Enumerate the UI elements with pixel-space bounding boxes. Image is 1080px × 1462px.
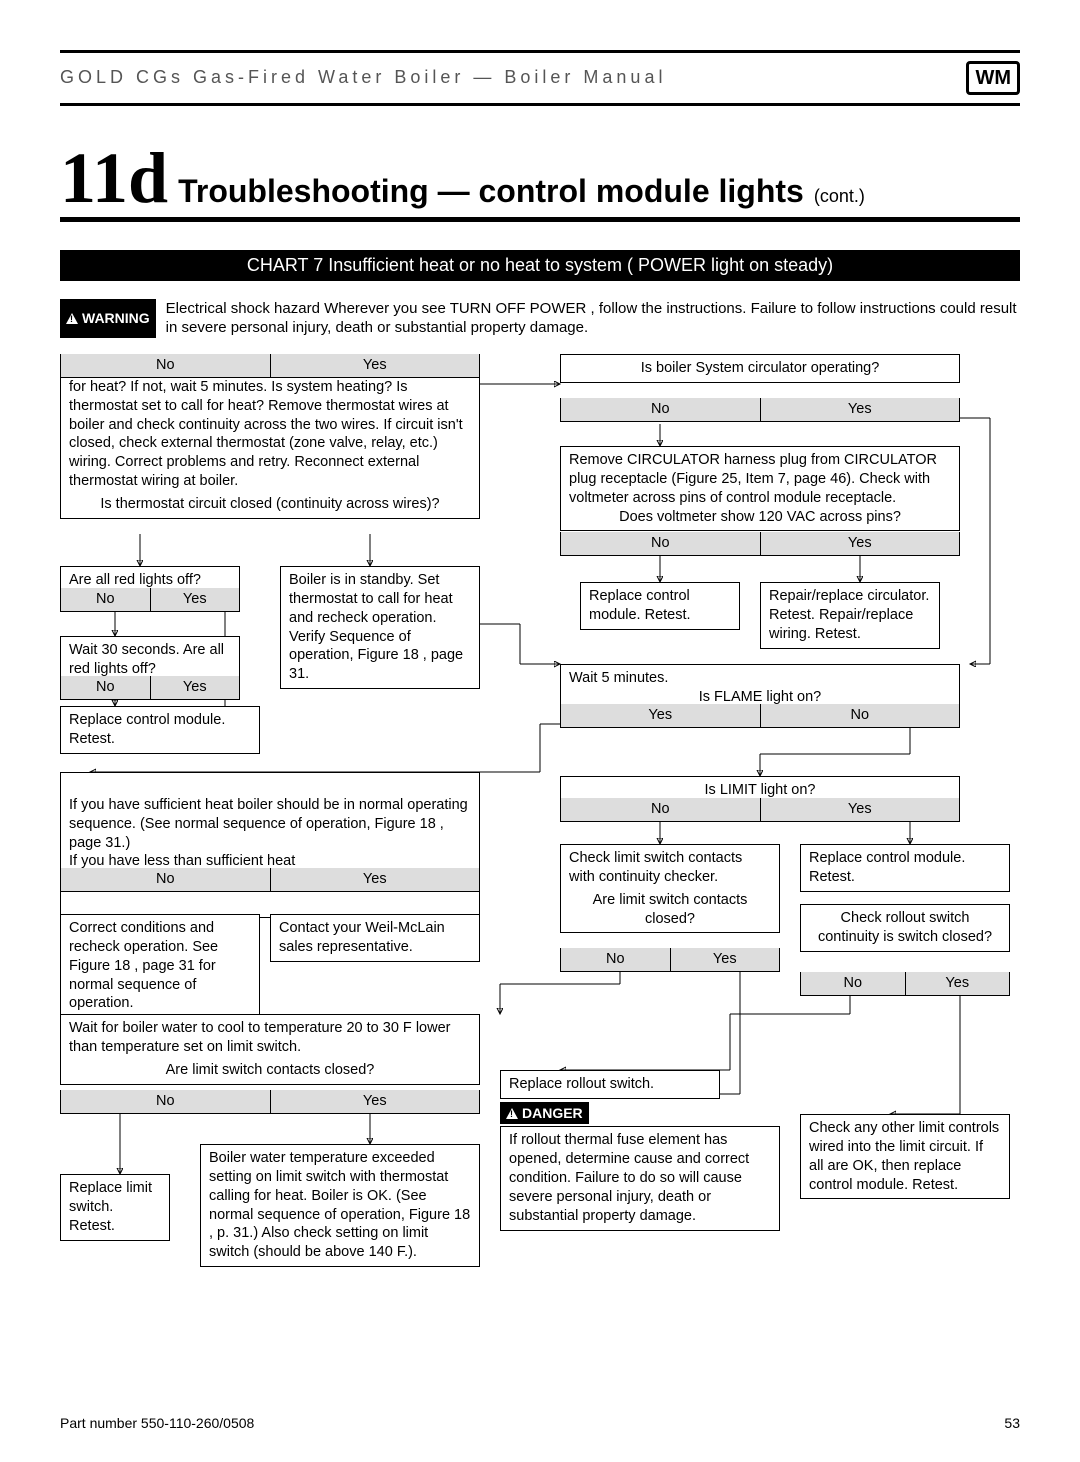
chart-title-bar: CHART 7 Insufficient heat or no heat to … (60, 250, 1020, 281)
node-check-limit: Check limit switch contacts with continu… (560, 844, 780, 933)
ans-thermostat: No Yes (60, 354, 480, 378)
ans-limit-left: NoYes (60, 1090, 480, 1114)
node-remove-circ: Remove CIRCULATOR harness plug from CIRC… (560, 446, 960, 531)
no-label: No (61, 354, 270, 377)
warning-text: Electrical shock hazard Wherever you see… (166, 299, 1020, 338)
danger-badge: DANGER (500, 1102, 589, 1124)
ans-red1: NoYes (60, 588, 240, 612)
flowchart: Has it been at least 5 minutes since set… (60, 354, 1020, 1394)
ans-limit-closed2: NoYes (560, 948, 780, 972)
node-standby: Boiler is in standby. Set thermostat to … (280, 566, 480, 689)
danger-text: If rollout thermal fuse element has open… (500, 1126, 780, 1230)
danger-block: DANGER If rollout thermal fuse element h… (500, 1102, 780, 1231)
ans-limit-on: NoYes (560, 798, 960, 822)
node-circ: Is boiler System circulator operating? (560, 354, 960, 383)
ans-wait30: NoYes (60, 676, 240, 700)
node-exceeded: Boiler water temperature exceeded settin… (200, 1144, 480, 1267)
ans-flame: YesNo (560, 704, 960, 728)
node-cool: Wait for boiler water to cool to tempera… (60, 1014, 480, 1085)
node-replace-cm2: Replace control module. Retest. (580, 582, 740, 630)
node-start-text: Has it been at least 5 minutes since set… (69, 359, 471, 491)
warning-block: WARNING Electrical shock hazard Wherever… (60, 299, 1020, 338)
node-repair-circ: Repair/replace circulator. Retest. Repai… (760, 582, 940, 649)
page-number: 53 (1004, 1414, 1020, 1432)
ans-volt: NoYes (560, 532, 960, 556)
section-heading: 11d Troubleshooting — control module lig… (60, 146, 1020, 222)
node-replace-limit: Replace limit switch. Retest. (60, 1174, 170, 1241)
q-thermostat: Is thermostat circuit closed (continuity… (69, 495, 471, 514)
ans-vent: NoYes (60, 868, 480, 892)
node-check-other: Check any other limit controls wired int… (800, 1114, 1010, 1199)
node-start: Has it been at least 5 minutes since set… (60, 354, 480, 519)
node-replace-cm3: Replace control module. Retest. (800, 844, 1010, 892)
ans-circ: NoYes (560, 398, 960, 422)
node-replace-cm1: Replace control module. Retest. (60, 706, 260, 754)
node-rollout-q: Check rollout switch continuity is switc… (800, 904, 1010, 952)
node-replace-rollout: Replace rollout switch. (500, 1070, 720, 1099)
part-number: Part number 550-110-260/0508 (60, 1414, 254, 1432)
ans-rollout: NoYes (800, 972, 1010, 996)
manual-title: GOLD CGs Gas-Fired Water Boiler — Boiler… (60, 66, 666, 89)
yes-label: Yes (270, 354, 480, 377)
warning-label: WARNING (82, 309, 150, 327)
node-sufficient: If you have sufficient heat boiler shoul… (60, 772, 480, 918)
section-continued: (cont.) (814, 185, 865, 208)
page-header: GOLD CGs Gas-Fired Water Boiler — Boiler… (60, 50, 1020, 106)
section-number: 11d (60, 146, 168, 211)
danger-icon (506, 1108, 518, 1119)
warning-badge: WARNING (60, 299, 156, 338)
section-title: Troubleshooting — control module lights (178, 171, 804, 213)
page-footer: Part number 550-110-260/0508 53 (60, 1414, 1020, 1432)
q-limit-closed-left: Are limit switch contacts closed? (69, 1061, 471, 1080)
node-correct: Correct conditions and recheck operation… (60, 914, 260, 1018)
node-contact: Contact your Weil-McLain sales represent… (270, 914, 480, 962)
warning-icon (66, 313, 78, 324)
brand-logo: WM (966, 61, 1020, 95)
